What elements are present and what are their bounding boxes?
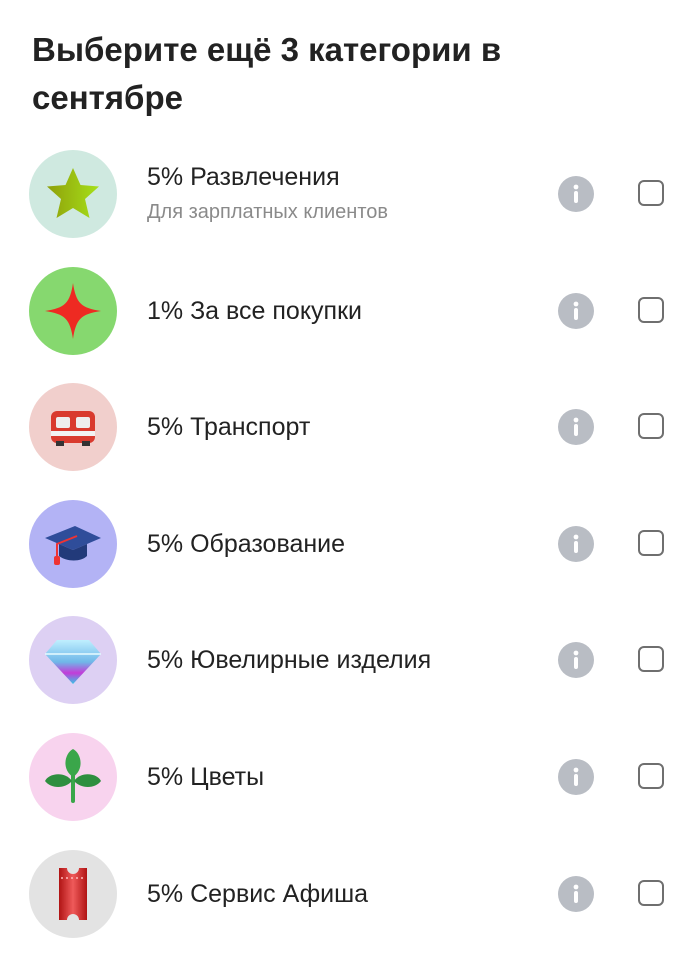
category-label: 5% Транспорт <box>147 413 311 442</box>
category-label: 1% За все покупки <box>147 296 362 325</box>
category-text: 5% Развлечения Для зарплатных клиентов <box>147 136 388 252</box>
category-checkbox[interactable] <box>638 879 664 906</box>
category-text: 1% За все покупки <box>147 253 362 369</box>
category-label: 5% Ювелирные изделия <box>147 646 432 675</box>
page-title: Выберите ещё 3 категории в сентябре <box>32 31 502 116</box>
graduation-cap-icon <box>29 499 117 588</box>
category-row[interactable]: 5% Цветы <box>0 719 700 835</box>
info-icon[interactable] <box>558 642 594 679</box>
category-label: 5% Развлечения <box>147 163 340 191</box>
category-text: 5% Образование <box>147 486 345 602</box>
category-checkbox[interactable] <box>638 646 664 673</box>
category-text: 5% Ювелирные изделия <box>147 602 431 718</box>
category-label: 5% Сервис Афиша <box>147 879 369 908</box>
info-icon[interactable] <box>558 759 594 795</box>
info-icon[interactable] <box>558 525 594 562</box>
category-row[interactable]: 5% Ювелирные изделия <box>0 602 700 718</box>
category-label: 5% Образование <box>147 529 346 558</box>
category-row[interactable]: 5% Образование <box>0 486 700 602</box>
category-subtitle: Для зарплатных клиентов <box>147 201 389 223</box>
category-text: 5% Цветы <box>147 719 264 835</box>
category-checkbox[interactable] <box>638 180 664 206</box>
info-icon[interactable] <box>558 292 594 329</box>
plant-icon <box>29 733 117 821</box>
ticket-icon <box>29 849 117 938</box>
star-icon <box>29 150 117 238</box>
category-checkbox[interactable] <box>638 296 664 323</box>
info-icon[interactable] <box>558 176 594 212</box>
diamond-icon <box>29 616 117 705</box>
category-checkbox[interactable] <box>638 413 664 440</box>
tram-icon <box>29 383 117 472</box>
category-row[interactable]: 1% За все покупки <box>0 253 700 369</box>
info-icon[interactable] <box>558 409 594 446</box>
category-text: 5% Транспорт <box>147 369 310 485</box>
category-row[interactable]: 5% Сервис Афиша <box>0 836 700 952</box>
info-icon[interactable] <box>558 875 594 912</box>
category-label: 5% Цветы <box>147 763 265 791</box>
category-checkbox[interactable] <box>638 529 664 556</box>
category-text: 5% Сервис Афиша <box>147 836 368 952</box>
category-checkbox[interactable] <box>638 763 664 789</box>
category-row[interactable]: 5% Транспорт <box>0 369 700 485</box>
sparkle-icon <box>29 266 117 355</box>
category-row[interactable]: 5% Развлечения Для зарплатных клиентов <box>0 136 700 252</box>
